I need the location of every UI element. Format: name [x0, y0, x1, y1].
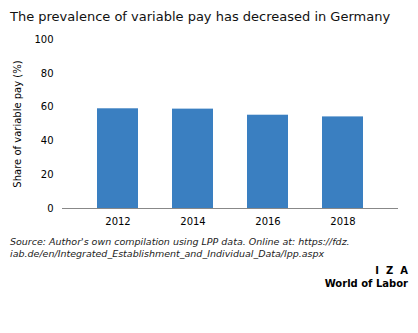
- svg-text:20: 20: [41, 169, 54, 180]
- svg-text:100: 100: [34, 34, 53, 45]
- html-text:Source: Author's own compilati: Source: Author's own compilation using L…: [10, 236, 350, 259]
- svg-text:Share of variable pay (%): Share of variable pay (%): [12, 60, 23, 187]
- svg-text:2016: 2016: [255, 216, 280, 227]
- svg-text:40: 40: [41, 135, 54, 146]
- svg-text:2014: 2014: [180, 216, 205, 227]
- svg-text:2012: 2012: [105, 216, 130, 227]
- svg-text:0: 0: [47, 203, 53, 214]
- html-text:World of Labor: World of Labor: [324, 278, 408, 289]
- svg-text:80: 80: [41, 68, 54, 79]
- svg-text:60: 60: [41, 101, 54, 112]
- html-text:The prevalence of variable pay: The prevalence of variable pay has decre…: [10, 9, 391, 24]
- html-text:I Z A: I Z A: [375, 265, 408, 276]
- svg-text:2018: 2018: [330, 216, 355, 227]
